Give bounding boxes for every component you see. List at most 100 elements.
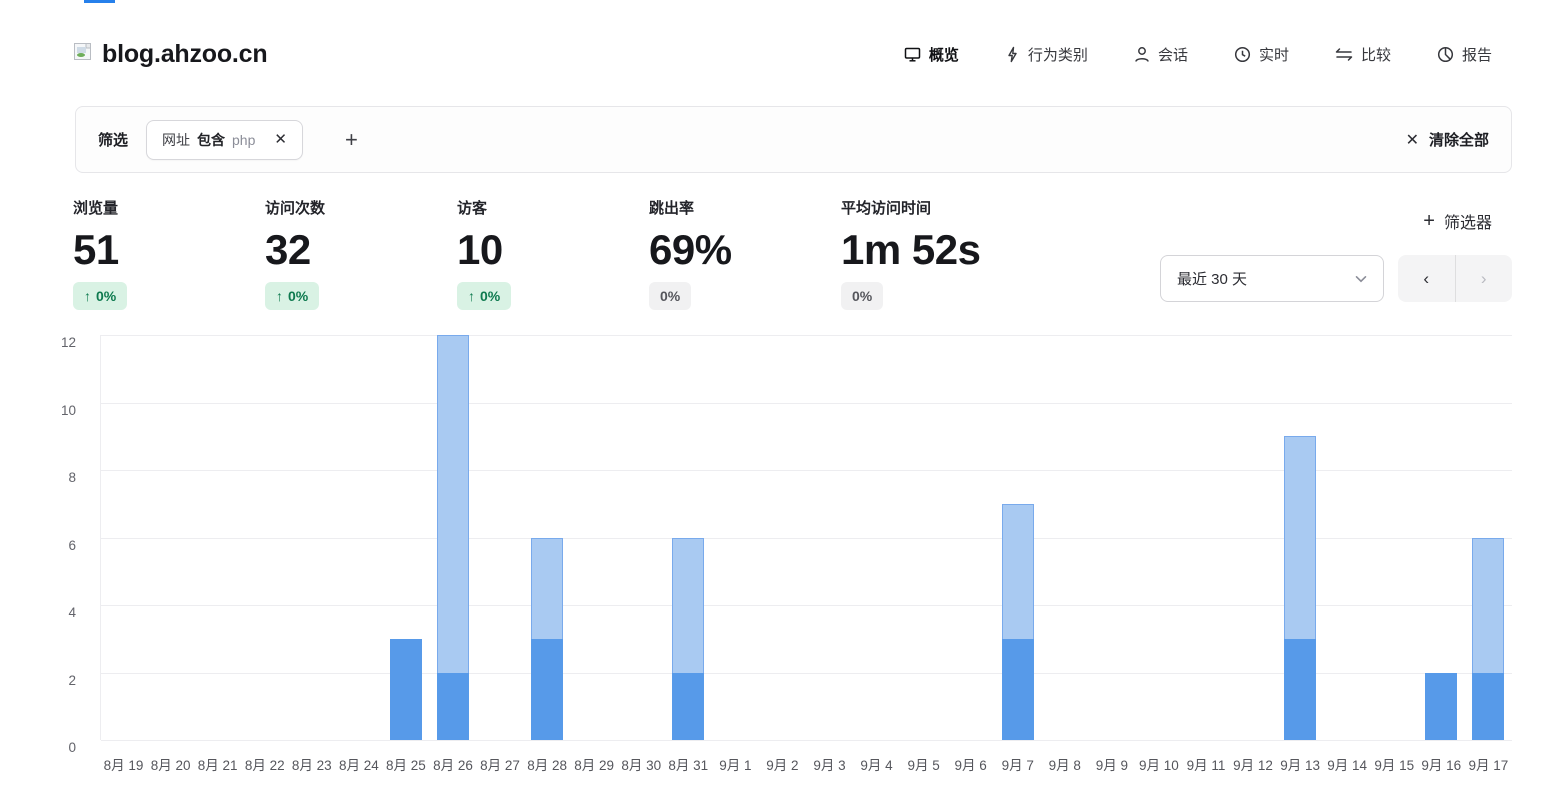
x-axis-label: 8月 22 (244, 758, 285, 773)
site-title: blog.ahzoo.cn (102, 39, 268, 68)
metric-value: 1m 52s (841, 226, 981, 273)
chart-bar-visitors (1425, 672, 1458, 740)
chart-slot (100, 335, 147, 740)
chart-slot (1182, 335, 1229, 740)
x-axis-label: 8月 31 (668, 758, 709, 773)
right-controls: + 筛选器 最近 30 天 ‹ › (1160, 197, 1512, 302)
lightning-icon (1005, 46, 1020, 63)
x-axis-label: 9月 17 (1468, 758, 1509, 773)
gridline (101, 335, 1512, 336)
site-header: blog.ahzoo.cn (73, 39, 268, 69)
nav-item-compare[interactable]: 比较 (1335, 44, 1391, 65)
date-range-row: 最近 30 天 ‹ › (1160, 255, 1512, 302)
metric-label: 访客 (457, 200, 488, 217)
chart-slot (1088, 335, 1135, 740)
top-accent-tab (84, 0, 115, 3)
filter-chip-field: 网址 (162, 131, 191, 148)
filter-bar-label: 筛选 (98, 132, 129, 149)
metric-bounce-rate[interactable]: 跳出率 69% 0% (649, 197, 841, 310)
metric-label: 浏览量 (73, 200, 119, 217)
gridline (101, 605, 1512, 606)
add-filter-button[interactable]: + (344, 126, 358, 152)
chart-slot (1465, 335, 1512, 740)
chart-slot (759, 335, 806, 740)
pager-divider (1454, 255, 1456, 302)
gridline (101, 402, 1512, 404)
x-axis-label: 9月 11 (1186, 758, 1226, 773)
clock-icon (1234, 46, 1251, 63)
chart-bars (100, 335, 1512, 740)
filter-chip-operator: 包含 (197, 131, 226, 148)
y-axis-tick-label: 12 (60, 335, 76, 350)
metric-visitors[interactable]: 访客 10 ↑ 0% (457, 197, 649, 310)
nav-item-label: 概览 (928, 46, 959, 64)
x-axis-label: 8月 30 (621, 758, 662, 773)
pie-chart-icon (1437, 46, 1454, 63)
chart-slot (1135, 335, 1182, 740)
y-axis-tick-label: 0 (68, 740, 76, 755)
date-range-select[interactable]: 最近 30 天 (1160, 255, 1384, 302)
next-period-button[interactable]: › (1480, 268, 1487, 288)
x-axis-label: 9月 5 (907, 758, 940, 773)
chart-bar-visitors (1472, 672, 1505, 740)
date-pager: ‹ › (1398, 255, 1512, 302)
filter-chip-url-contains-php[interactable]: 网址 包含 php ✕ (146, 119, 303, 160)
date-range-value: 最近 30 天 (1177, 271, 1248, 288)
y-axis-tick-label: 2 (68, 672, 76, 688)
x-axis-label: 9月 4 (860, 758, 893, 773)
x-axis-label: 8月 28 (527, 758, 567, 773)
nav-item-sessions[interactable]: 会话 (1134, 44, 1188, 65)
chart-slot (900, 335, 947, 740)
chart-slot (712, 335, 759, 740)
x-axis-label: 9月 1 (719, 758, 752, 773)
x-axis-label: 9月 13 (1280, 758, 1320, 773)
clear-all-filters-button[interactable]: ✕ 清除全部 (1406, 129, 1489, 150)
metric-change-badge: 0% (649, 282, 692, 310)
x-axis-label: 8月 21 (197, 758, 238, 773)
x-axis-label: 8月 29 (574, 758, 615, 773)
chart-slot (1041, 335, 1088, 740)
x-axis-label: 9月 14 (1327, 758, 1368, 773)
chart-bar-visitors (1284, 638, 1317, 740)
user-icon (1134, 46, 1150, 63)
chart-slot (665, 335, 712, 740)
filter-bar: 筛选 网址 包含 php ✕ + ✕ 清除全部 (75, 106, 1512, 173)
filters-button[interactable]: + 筛选器 (1423, 209, 1492, 233)
nav-item-realtime[interactable]: 实时 (1234, 44, 1289, 65)
prev-period-button[interactable]: ‹ (1423, 268, 1430, 288)
x-axis-label: 8月 26 (433, 758, 473, 773)
gridline (101, 470, 1512, 471)
metric-pageviews[interactable]: 浏览量 51 ↑ 0% (73, 197, 265, 310)
gridline (101, 537, 1512, 539)
metric-label: 跳出率 (649, 200, 695, 217)
nav-item-events[interactable]: 行为类别 (1005, 44, 1088, 65)
y-axis-tick-label: 8 (68, 470, 76, 485)
plus-icon: + (1423, 209, 1435, 232)
metric-value: 32 (265, 226, 311, 273)
chart-slot (429, 335, 476, 740)
filter-chip-remove-icon[interactable]: ✕ (274, 131, 287, 148)
chevron-down-icon (1355, 270, 1367, 287)
metric-value: 69% (649, 226, 732, 273)
metric-change-badge: 0% (841, 282, 884, 310)
nav-item-reports[interactable]: 报告 (1437, 44, 1492, 65)
x-axis-label: 9月 15 (1374, 758, 1415, 773)
metric-value: 10 (457, 226, 503, 273)
close-icon: ✕ (1405, 131, 1419, 149)
chart-slot (571, 335, 618, 740)
nav-item-label: 报告 (1461, 46, 1492, 64)
nav-item-overview[interactable]: 概览 (904, 44, 959, 65)
metric-avg-visit-time[interactable]: 平均访问时间 1m 52s 0% (841, 197, 1033, 310)
chart-slot (335, 335, 382, 740)
x-axis-label: 8月 19 (103, 758, 144, 773)
x-axis-label: 8月 23 (291, 758, 332, 773)
x-axis-label: 9月 6 (954, 758, 987, 773)
x-axis-label: 9月 16 (1421, 758, 1462, 773)
metrics-row: 浏览量 51 ↑ 0% 访问次数 32 ↑ 0% 访客 10 ↑ 0% 跳出率 69%… (73, 197, 1512, 310)
chart-slot (1324, 335, 1371, 740)
filters-button-label: 筛选器 (1443, 215, 1492, 232)
x-axis-label: 8月 27 (480, 758, 520, 773)
chart-bar-visitors (436, 672, 469, 740)
chart-slot (806, 335, 853, 740)
metric-visits[interactable]: 访问次数 32 ↑ 0% (265, 197, 457, 310)
